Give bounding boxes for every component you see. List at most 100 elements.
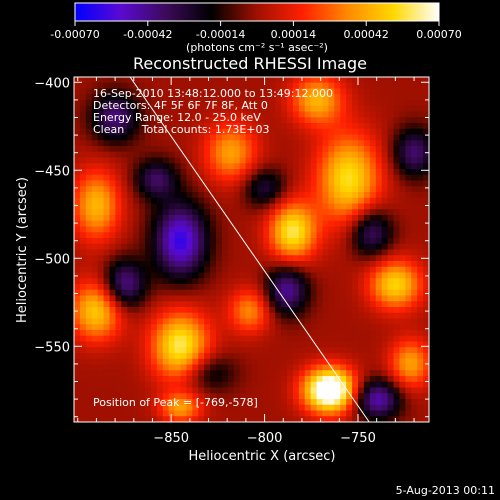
heatmap-cell — [375, 289, 383, 297]
heatmap-cell — [275, 307, 282, 314]
heatmap-cell — [405, 169, 412, 176]
heatmap-cell — [298, 186, 306, 193]
heatmap-cell — [381, 111, 389, 118]
heatmap-cell — [304, 284, 312, 291]
heatmap-cell — [127, 399, 134, 406]
heatmap-cell — [358, 209, 365, 216]
heatmap-cell — [405, 312, 412, 320]
heatmap-cell — [411, 117, 418, 124]
heatmap-cell — [358, 163, 365, 170]
heatmap-cell — [239, 203, 247, 210]
heatmap-cell — [91, 376, 99, 383]
heatmap-cell — [174, 180, 182, 187]
heatmap-cell — [115, 134, 122, 141]
heatmap-cell — [358, 399, 365, 406]
heatmap-cell — [150, 370, 158, 377]
heatmap-cell — [346, 324, 353, 331]
heatmap-cell — [198, 174, 205, 182]
heatmap-cell — [204, 289, 211, 297]
heatmap-cell — [251, 151, 259, 159]
heatmap-cell — [156, 77, 164, 84]
heatmap-cell — [358, 335, 365, 343]
heatmap-cell — [417, 341, 424, 348]
heatmap-cell — [227, 134, 235, 141]
heatmap-cell — [79, 203, 87, 210]
heatmap-cell — [103, 88, 111, 95]
heatmap-cell — [334, 404, 341, 412]
heatmap-cell — [417, 295, 424, 302]
heatmap-cell — [79, 330, 87, 337]
heatmap-cell — [298, 192, 306, 199]
heatmap-cell — [251, 416, 259, 422]
heatmap-cell — [358, 94, 365, 101]
heatmap-cell — [328, 330, 335, 337]
heatmap-cell — [245, 151, 253, 159]
heatmap-cell — [281, 364, 288, 371]
heatmap-cell — [417, 238, 424, 245]
heatmap-cell — [304, 197, 312, 205]
heatmap-cell — [79, 387, 87, 394]
heatmap-cell — [316, 203, 324, 210]
heatmap-cell — [281, 232, 288, 239]
heatmap-cell — [316, 266, 324, 274]
heatmap-cell — [399, 381, 406, 389]
heatmap-cell — [221, 169, 229, 176]
heatmap-cell — [85, 174, 93, 182]
heatmap-cell — [227, 301, 235, 308]
heatmap-cell — [85, 88, 93, 95]
heatmap-cell — [97, 416, 105, 422]
heatmap-cell — [162, 393, 170, 400]
heatmap-cell — [346, 186, 353, 193]
heatmap-cell — [369, 128, 377, 136]
heatmap-cell — [328, 215, 335, 222]
heatmap-cell — [121, 312, 128, 320]
heatmap-cell — [352, 209, 359, 216]
heatmap-cell — [192, 232, 199, 239]
heatmap-cell — [298, 324, 306, 331]
heatmap-cell — [257, 146, 264, 153]
heatmap-cell — [393, 289, 401, 297]
heatmap-cell — [375, 163, 383, 170]
heatmap-cell — [210, 249, 217, 256]
heatmap-cell — [245, 117, 253, 124]
heatmap-cell — [198, 381, 205, 389]
heatmap-cell — [358, 353, 365, 360]
heatmap-cell — [127, 301, 134, 308]
heatmap-cell — [263, 284, 270, 291]
heatmap-cell — [287, 215, 294, 222]
heatmap-cell — [292, 358, 300, 366]
heatmap-cell — [168, 255, 176, 262]
heatmap-cell — [156, 249, 164, 256]
heatmap-cell — [346, 100, 353, 107]
heatmap-cell — [79, 335, 87, 343]
heatmap-cell — [310, 261, 318, 268]
heatmap-cell — [340, 318, 347, 325]
heatmap-cell — [292, 197, 300, 205]
heatmap-cell — [287, 88, 294, 95]
heatmap-cell — [287, 255, 294, 262]
heatmap-cell — [150, 289, 158, 297]
heatmap-cell — [91, 243, 99, 251]
heatmap-cell — [216, 358, 223, 366]
heatmap-cell — [257, 358, 264, 366]
heatmap-cell — [233, 111, 241, 118]
heatmap-cell — [192, 197, 199, 205]
heatmap-cell — [405, 117, 412, 124]
heatmap-cell — [405, 174, 412, 182]
heatmap-cell — [363, 100, 371, 107]
heatmap-cell — [375, 215, 383, 222]
heatmap-cell — [227, 347, 235, 354]
heatmap-cell — [281, 197, 288, 205]
heatmap-cell — [150, 117, 158, 124]
heatmap-cell — [221, 77, 229, 84]
heatmap-cell — [292, 289, 300, 297]
heatmap-cell — [328, 272, 335, 279]
heatmap-cell — [393, 77, 401, 84]
heatmap-cell — [304, 88, 312, 95]
heatmap-cell — [91, 404, 99, 412]
heatmap-cell — [369, 117, 377, 124]
heatmap-cell — [115, 358, 122, 366]
heatmap-cell — [399, 370, 406, 377]
heatmap-cell — [79, 312, 87, 320]
heatmap-cell — [251, 376, 259, 383]
